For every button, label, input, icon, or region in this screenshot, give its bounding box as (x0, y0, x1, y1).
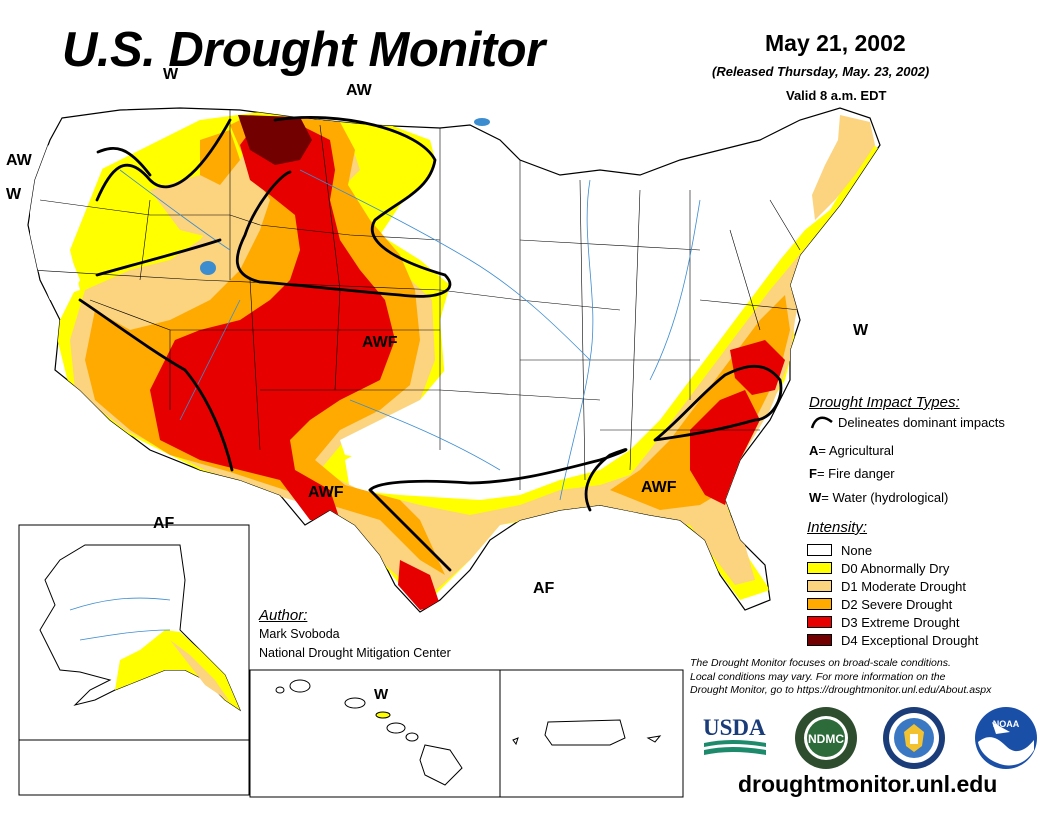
impact-label-awf-southeast: AWF (641, 479, 677, 496)
alaska-inset (18, 524, 250, 796)
impact-type-text: = Water (hydrological) (821, 490, 949, 505)
commerce-seal-icon[interactable] (882, 706, 946, 770)
great-lakes (200, 118, 490, 275)
author-name: Mark Svoboda (259, 627, 340, 641)
delineation-sample-icon (810, 416, 833, 429)
rivers (119, 169, 701, 501)
valid-time: Valid 8 a.m. EDT (786, 88, 887, 103)
legend-label: D4 Exceptional Drought (841, 632, 979, 648)
impact-label-aw-north: AW (346, 82, 372, 99)
map-title: U.S. Drought Monitor (62, 23, 545, 77)
disclaimer: The Drought Monitor focuses on broad-sca… (690, 657, 991, 698)
puerto-rico-inset (499, 669, 684, 798)
impact-type-letter: W (809, 490, 822, 505)
impact-label-af-gulf: AF (533, 580, 555, 597)
usda-logo-text: USDA (703, 715, 766, 740)
impact-label-w-west: W (6, 186, 22, 203)
impact-type-text: = Agricultural (818, 443, 894, 458)
impact-label-w-north: W (163, 66, 179, 83)
impact-label-af-southwest: AF (153, 515, 175, 532)
impact-type-letter: A (809, 443, 819, 458)
impact-delineation-lines (78, 116, 783, 572)
legend-label: D2 Severe Drought (841, 596, 953, 612)
impact-type-agricultural: A = Agricultural (809, 443, 894, 458)
website-link[interactable]: droughtmonitor.unl.edu (738, 771, 998, 797)
hawaii-inset (249, 669, 501, 798)
legend-label: D0 Abnormally Dry (841, 560, 950, 576)
impact-type-letter: F (809, 466, 817, 481)
released-date: (Released Thursday, May. 23, 2002) (712, 64, 930, 79)
disclaimer-line: Local conditions may vary. For more info… (690, 670, 946, 683)
author-heading: Author: (259, 607, 308, 624)
impact-label-w-hawaii: W (374, 686, 389, 703)
intensity-item-d1: D1 Moderate Drought (807, 577, 978, 595)
impact-type-fire: F = Fire danger (809, 466, 895, 481)
impact-type-water: W = Water (hydrological) (809, 490, 948, 505)
intensity-item-none: None (807, 541, 978, 559)
legend-swatch (807, 562, 832, 574)
usda-logo[interactable]: USDA (702, 713, 768, 761)
legend-swatch (807, 616, 832, 628)
intensity-item-d0: D0 Abnormally Dry (807, 559, 978, 577)
impact-label-awf-southwest: AWF (308, 484, 344, 501)
intensity-item-d3: D3 Extreme Drought (807, 613, 978, 631)
impact-label-w-east: W (853, 322, 869, 339)
impact-label-awf-center: AWF (362, 334, 398, 351)
delineates-label: Delineates dominant impacts (838, 415, 1005, 430)
intensity-legend: None D0 Abnormally Dry D1 Moderate Droug… (807, 541, 978, 649)
legend-label: D1 Moderate Drought (841, 578, 967, 594)
legend-swatch (807, 580, 832, 592)
disclaimer-line: The Drought Monitor focuses on broad-sca… (690, 657, 951, 669)
noaa-logo[interactable]: NOAA (974, 706, 1038, 770)
impact-type-text: = Fire danger (816, 466, 895, 481)
noaa-logo-text: NOAA (993, 719, 1020, 729)
impact-label-aw-west: AW (6, 152, 32, 169)
legend-swatch (807, 598, 832, 610)
intensity-heading: Intensity: (807, 519, 868, 536)
state-borders (29, 110, 801, 490)
intensity-item-d2: D2 Severe Drought (807, 595, 978, 613)
drought-intensity-shading (30, 112, 880, 610)
disclaimer-line: Drought Monitor, go to https://droughtmo… (690, 684, 992, 696)
ndmc-logo-text: NDMC (808, 732, 844, 746)
legend-swatch (807, 544, 832, 556)
ndmc-logo[interactable]: NDMC (794, 706, 858, 770)
author-org: National Drought Mitigation Center (259, 646, 451, 660)
map-date: May 21, 2002 (765, 30, 906, 56)
legend-swatch (807, 634, 832, 646)
impact-types-heading: Drought Impact Types: (809, 394, 960, 411)
intensity-item-d4: D4 Exceptional Drought (807, 631, 978, 649)
legend-label: D3 Extreme Drought (841, 614, 960, 630)
legend-label: None (841, 542, 873, 558)
